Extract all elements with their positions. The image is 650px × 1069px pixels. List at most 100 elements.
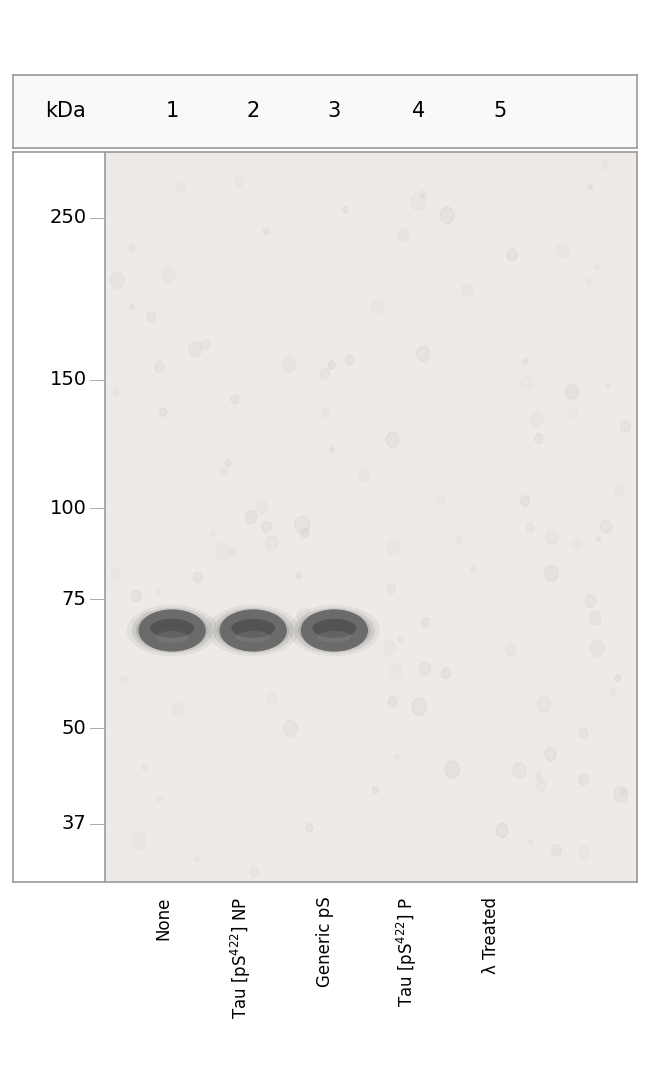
Circle shape — [566, 384, 578, 399]
Circle shape — [507, 249, 517, 261]
Text: 75: 75 — [62, 590, 86, 609]
Circle shape — [395, 755, 399, 759]
Circle shape — [496, 823, 508, 838]
Circle shape — [597, 537, 601, 541]
Ellipse shape — [217, 610, 290, 651]
Ellipse shape — [231, 619, 275, 638]
Circle shape — [211, 530, 216, 537]
Circle shape — [615, 676, 621, 682]
Circle shape — [621, 421, 630, 432]
Circle shape — [585, 594, 596, 607]
Circle shape — [262, 522, 271, 532]
Circle shape — [330, 448, 334, 452]
Circle shape — [229, 547, 236, 556]
Circle shape — [266, 537, 278, 551]
Text: 5: 5 — [493, 102, 506, 121]
Ellipse shape — [132, 607, 213, 653]
Circle shape — [545, 529, 558, 544]
Text: kDa: kDa — [45, 102, 86, 121]
Text: 1: 1 — [166, 102, 179, 121]
Circle shape — [535, 434, 543, 444]
Text: Tau [pS$^{422}$] P: Tau [pS$^{422}$] P — [395, 897, 419, 1007]
Circle shape — [602, 161, 608, 169]
Text: Tau [pS$^{422}$] NP: Tau [pS$^{422}$] NP — [229, 897, 254, 1019]
Circle shape — [250, 866, 259, 877]
Circle shape — [301, 528, 309, 538]
Circle shape — [419, 662, 430, 676]
Circle shape — [589, 611, 601, 625]
Circle shape — [245, 510, 257, 524]
Text: 50: 50 — [62, 718, 86, 738]
Text: 37: 37 — [62, 814, 86, 833]
Circle shape — [142, 765, 147, 770]
Circle shape — [389, 697, 397, 707]
Circle shape — [341, 616, 352, 629]
Circle shape — [188, 342, 202, 357]
Circle shape — [513, 763, 526, 778]
Ellipse shape — [289, 605, 380, 656]
Circle shape — [440, 207, 454, 223]
Ellipse shape — [301, 609, 368, 652]
Circle shape — [586, 279, 591, 285]
Text: 100: 100 — [50, 498, 86, 517]
Bar — [105, 152, 637, 882]
Circle shape — [588, 185, 593, 189]
Ellipse shape — [237, 631, 270, 642]
Circle shape — [162, 266, 176, 282]
Circle shape — [398, 229, 408, 241]
Circle shape — [248, 640, 257, 650]
Circle shape — [523, 358, 528, 365]
Circle shape — [172, 703, 184, 716]
Circle shape — [297, 608, 311, 624]
Circle shape — [235, 176, 243, 187]
Circle shape — [537, 780, 546, 791]
Circle shape — [306, 823, 313, 832]
Circle shape — [328, 361, 335, 369]
Circle shape — [346, 355, 354, 365]
Ellipse shape — [317, 631, 351, 642]
Circle shape — [113, 389, 119, 396]
Circle shape — [535, 773, 542, 780]
Ellipse shape — [127, 605, 218, 656]
Circle shape — [417, 346, 430, 361]
Text: Generic pS: Generic pS — [317, 897, 334, 988]
Text: 250: 250 — [49, 208, 86, 227]
Text: None: None — [154, 897, 172, 940]
Circle shape — [412, 698, 426, 715]
Circle shape — [201, 339, 209, 350]
Circle shape — [372, 786, 378, 793]
Ellipse shape — [298, 610, 370, 651]
Ellipse shape — [220, 609, 287, 652]
Circle shape — [621, 789, 625, 794]
Circle shape — [456, 537, 462, 543]
Circle shape — [110, 272, 124, 289]
Circle shape — [221, 468, 228, 475]
Ellipse shape — [150, 619, 194, 638]
Circle shape — [545, 566, 558, 582]
Circle shape — [538, 697, 551, 712]
Circle shape — [590, 640, 604, 656]
Circle shape — [343, 206, 348, 214]
Circle shape — [130, 305, 134, 310]
Circle shape — [521, 496, 530, 506]
Circle shape — [441, 668, 450, 679]
Ellipse shape — [213, 607, 294, 653]
Circle shape — [422, 618, 430, 626]
Circle shape — [605, 384, 610, 388]
Circle shape — [147, 311, 155, 322]
Circle shape — [386, 432, 399, 448]
Circle shape — [129, 244, 136, 252]
Circle shape — [601, 521, 612, 533]
Circle shape — [155, 361, 164, 373]
Circle shape — [322, 407, 330, 417]
Circle shape — [609, 687, 616, 695]
Circle shape — [155, 589, 160, 594]
Circle shape — [614, 787, 628, 803]
Circle shape — [193, 573, 202, 583]
Circle shape — [530, 412, 543, 427]
Text: 4: 4 — [412, 102, 425, 121]
Ellipse shape — [136, 610, 209, 651]
Circle shape — [529, 840, 533, 845]
Circle shape — [420, 191, 426, 199]
Circle shape — [506, 644, 515, 656]
